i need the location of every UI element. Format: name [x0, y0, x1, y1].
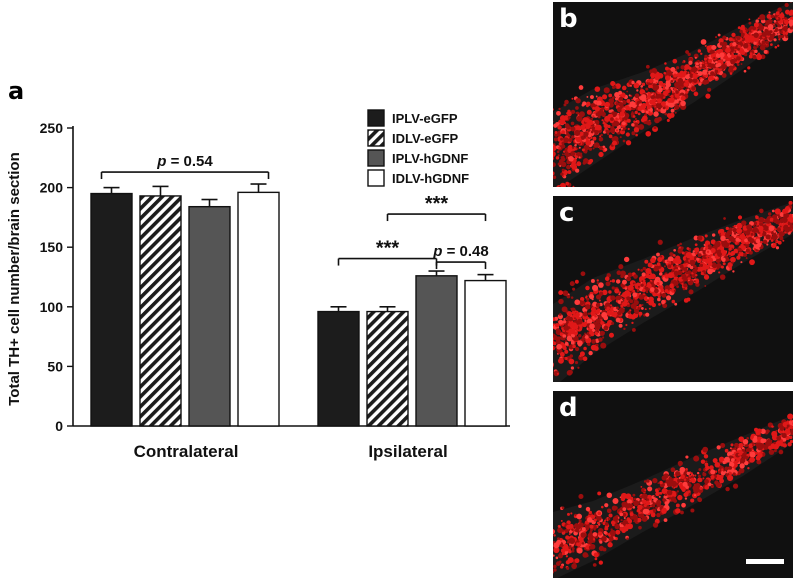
- y-axis-title-group: Total TH+ cell number/brain section: [6, 152, 23, 406]
- micrograph-c-image: [553, 196, 793, 382]
- y-tick-label: 100: [40, 299, 64, 315]
- x-category-label: Contralateral: [134, 442, 239, 461]
- micrograph-panel-c: c: [553, 196, 793, 382]
- legend-swatch: [367, 169, 385, 187]
- y-tick-label: 250: [40, 120, 64, 136]
- legend-label: IPLV-hGDNF: [392, 151, 468, 166]
- legend: IPLV-eGFP IDLV-eGFP IPLV-hGDNF IDLV-hGDNF: [367, 109, 469, 187]
- micrograph-d-image: [553, 391, 793, 578]
- legend-label: IDLV-hGDNF: [392, 171, 469, 186]
- x-category-label: Ipsilateral: [368, 442, 447, 461]
- y-tick-label: 200: [40, 180, 64, 196]
- p-value-label: p = 0.48: [432, 243, 488, 260]
- p-value-label: p = 0.54: [156, 153, 213, 170]
- significance-annotations: p = 0.54 *** p = 0.48 ***: [100, 153, 489, 270]
- y-tick-label: 150: [40, 239, 64, 255]
- bar: [188, 205, 231, 427]
- legend-swatch: [367, 129, 385, 147]
- legend-label: IPLV-eGFP: [392, 111, 458, 126]
- legend-swatch: [367, 109, 385, 127]
- significance-stars: ***: [425, 193, 449, 215]
- bar: [415, 275, 458, 427]
- bar: [464, 279, 507, 427]
- y-axis-title: Total TH+ cell number/brain section: [6, 152, 23, 406]
- y-tick-label: 0: [55, 418, 63, 434]
- bar: [90, 192, 133, 427]
- micrograph-panel-d: d: [553, 391, 793, 578]
- panel-b-letter: b: [559, 4, 578, 34]
- y-tick-label: 50: [47, 358, 63, 374]
- bar: [139, 195, 182, 427]
- scale-bar: [746, 559, 784, 564]
- bar: [366, 310, 409, 427]
- micrograph-b-image: [553, 2, 793, 187]
- bars: [90, 183, 507, 427]
- legend-label: IDLV-eGFP: [392, 131, 459, 146]
- significance-stars: ***: [376, 238, 400, 260]
- micrograph-panel-b: b: [553, 2, 793, 187]
- panel-a-letter: a: [8, 77, 24, 105]
- bar: [317, 310, 360, 427]
- panel-d-letter: d: [559, 393, 578, 423]
- panel-c-letter: c: [559, 198, 575, 228]
- legend-swatch: [367, 149, 385, 167]
- bar: [237, 191, 280, 427]
